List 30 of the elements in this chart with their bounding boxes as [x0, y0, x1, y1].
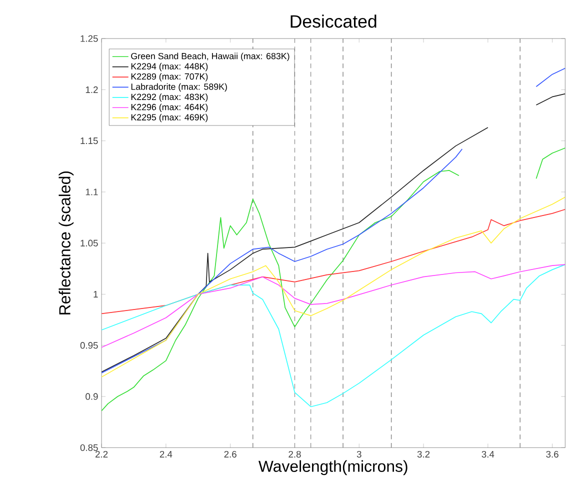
y-axis-title: Reflectance (scaled)	[58, 171, 74, 314]
x-tick-label: 2.4	[160, 450, 172, 458]
x-tick-label: 3.4	[482, 450, 494, 458]
line-series	[102, 264, 566, 408]
legend-label: K2289 (max: 707K)	[131, 73, 208, 82]
y-tick-label: 1.2	[86, 86, 98, 93]
chart-title: Desiccated	[290, 14, 376, 28]
y-tick-label: 1.25	[80, 35, 98, 42]
legend-label: K2295 (max: 469K)	[131, 114, 208, 122]
y-tick-label: 0.85	[80, 444, 98, 451]
x-tick-label: 3	[356, 450, 362, 458]
x-tick-label: 3.2	[417, 450, 430, 458]
line-series	[102, 264, 566, 348]
x-tick-label: 2.6	[224, 450, 236, 458]
y-tick-label: 0.95	[80, 342, 98, 349]
legend-label: K2296 (max: 464K)	[131, 104, 208, 112]
y-tick-label: 1.15	[80, 137, 98, 144]
legend-label: Green Sand Beach, Hawaii (max: 683K)	[131, 52, 290, 61]
y-tick-label: 0.9	[86, 393, 98, 400]
legend-label: K2294 (max: 448K)	[131, 62, 208, 72]
y-tick-label: 1	[94, 290, 98, 298]
legend-label: Labradorite (max: 589K)	[131, 83, 227, 92]
line-series	[102, 196, 566, 378]
x-tick-label: 3.6	[546, 450, 558, 458]
y-tick-label: 1.1	[86, 188, 98, 196]
x-axis-title: Wavelength(microns)	[258, 460, 408, 475]
legend-label: K2292 (max: 483K)	[131, 93, 208, 102]
y-tick-label: 1.05	[80, 240, 98, 246]
x-tick-label: 2.8	[288, 450, 301, 458]
x-tick-label: 2.2	[96, 450, 108, 458]
